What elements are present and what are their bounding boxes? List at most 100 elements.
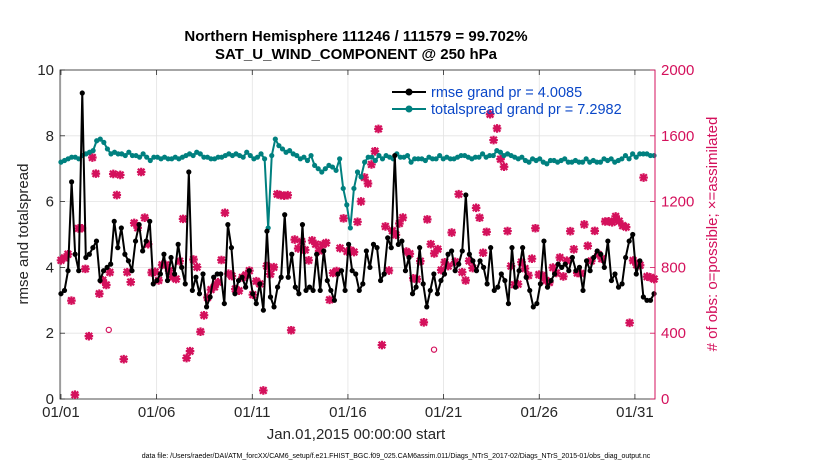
y-axis-left-label: rmse and totalspread xyxy=(15,164,32,305)
totalspread-point xyxy=(415,156,421,162)
rmse-point xyxy=(523,274,529,280)
totalspread-point xyxy=(526,159,532,165)
obs-assimilated-point xyxy=(611,212,620,221)
rmse-point xyxy=(306,284,313,290)
obs-assimilated-point xyxy=(88,153,97,162)
obs-assimilated-point xyxy=(189,255,198,264)
legend-rmse-label: rmse grand pr = 4.0085 xyxy=(431,85,582,101)
obs-assimilated-point xyxy=(325,295,334,305)
obs-assimilated-point xyxy=(314,246,324,256)
totalspread-point xyxy=(562,156,568,162)
rmse-point xyxy=(125,258,132,264)
rmse-point xyxy=(58,291,64,297)
rmse-point xyxy=(200,271,206,277)
totalspread-point xyxy=(122,152,128,159)
totalspread-point xyxy=(104,146,111,152)
rmse-point xyxy=(363,248,369,254)
obs-assimilated-point xyxy=(583,241,593,251)
totalspread-point xyxy=(579,159,586,165)
totalspread-point xyxy=(197,151,203,157)
obs-assimilated-point xyxy=(321,238,331,248)
rmse-point xyxy=(445,251,451,257)
rmse-point xyxy=(196,291,203,297)
obs-assimilated-point xyxy=(492,124,502,133)
totalspread-point xyxy=(201,154,207,160)
y-axis-right: 0 400 800 1200 1600 2000 xyxy=(650,62,694,408)
totalspread-point xyxy=(422,157,428,164)
rmse-point xyxy=(157,271,163,277)
obs-assimilated-point xyxy=(468,263,477,273)
rmse-point xyxy=(569,254,575,261)
totalspread-point xyxy=(354,169,361,175)
totalspread-point xyxy=(340,185,346,192)
totalspread-point xyxy=(565,159,571,165)
totalspread-point xyxy=(329,164,336,170)
obs-assimilated-point xyxy=(450,257,460,267)
obs-assimilated-point xyxy=(102,280,111,290)
rmse-point xyxy=(573,268,579,274)
obs-assimilated-point xyxy=(447,228,456,237)
rmse-point xyxy=(104,264,110,270)
totalspread-point xyxy=(215,154,221,160)
rmse-point xyxy=(381,271,387,277)
totalspread-point xyxy=(140,151,146,157)
obs-assimilated-point xyxy=(105,268,115,277)
rmse-point xyxy=(452,268,458,274)
obs-assimilated-point xyxy=(332,266,341,276)
rmse-point xyxy=(172,271,178,277)
rmse-point xyxy=(243,284,249,290)
totalspread-point xyxy=(412,156,418,162)
obs-assimilated-point xyxy=(531,223,540,233)
totalspread-point xyxy=(369,154,375,160)
rmse-point xyxy=(225,222,231,228)
rmse-point xyxy=(154,277,160,284)
totalspread-point xyxy=(151,154,157,160)
obs-assimilated-point xyxy=(112,190,122,200)
rmse-point xyxy=(342,287,348,294)
rmse-point xyxy=(143,238,149,244)
totalspread-point xyxy=(319,169,325,175)
totalspread-point xyxy=(458,152,464,159)
obs-assimilated-point xyxy=(443,261,453,271)
rmse-point xyxy=(257,281,263,287)
obs-assimilated-point xyxy=(196,327,205,337)
obs-assimilated-point xyxy=(377,340,387,350)
obs-assimilated-point xyxy=(569,245,579,254)
totalspread-point xyxy=(337,156,343,162)
totalspread-point xyxy=(594,159,600,165)
obs-assimilated-point xyxy=(517,257,526,267)
rmse-point xyxy=(619,281,625,287)
rmse-point xyxy=(179,264,185,270)
obs-assimilated-point xyxy=(234,286,244,296)
rmse-point xyxy=(324,277,330,284)
y-left-tick-label-0: 0 xyxy=(46,391,54,408)
rmse-point xyxy=(111,218,117,224)
rmse-point xyxy=(583,258,590,264)
totalspread-point xyxy=(276,143,282,149)
rmse-point xyxy=(608,277,615,284)
rmse-point xyxy=(122,251,128,257)
rmse-point xyxy=(555,261,561,267)
y-left-tick-label-3: 6 xyxy=(46,194,54,211)
rmse-point xyxy=(392,152,398,159)
obs-assimilated-point xyxy=(349,247,359,257)
obs-assimilated-point xyxy=(478,248,488,258)
rmse-point xyxy=(580,287,586,294)
rmse-point xyxy=(299,222,306,228)
rmse-point xyxy=(289,251,295,257)
rmse-point xyxy=(512,284,519,290)
y-right-tick-label-0: 0 xyxy=(661,391,669,408)
totalspread-point xyxy=(208,156,214,162)
obs-assimilated-point xyxy=(586,256,596,266)
obs-assimilated-point xyxy=(199,310,209,320)
totalspread-point xyxy=(262,156,268,162)
rmse-point xyxy=(264,228,270,234)
obs-assimilated-point xyxy=(178,214,188,224)
totalspread-point xyxy=(101,139,107,145)
rmse-point xyxy=(61,287,68,294)
obs-assimilated-point xyxy=(293,244,303,253)
obs-assimilated-point xyxy=(639,173,648,182)
obs-markers xyxy=(56,109,659,400)
obs-assimilated-point xyxy=(307,236,317,245)
obs-assimilated-point xyxy=(67,296,76,305)
